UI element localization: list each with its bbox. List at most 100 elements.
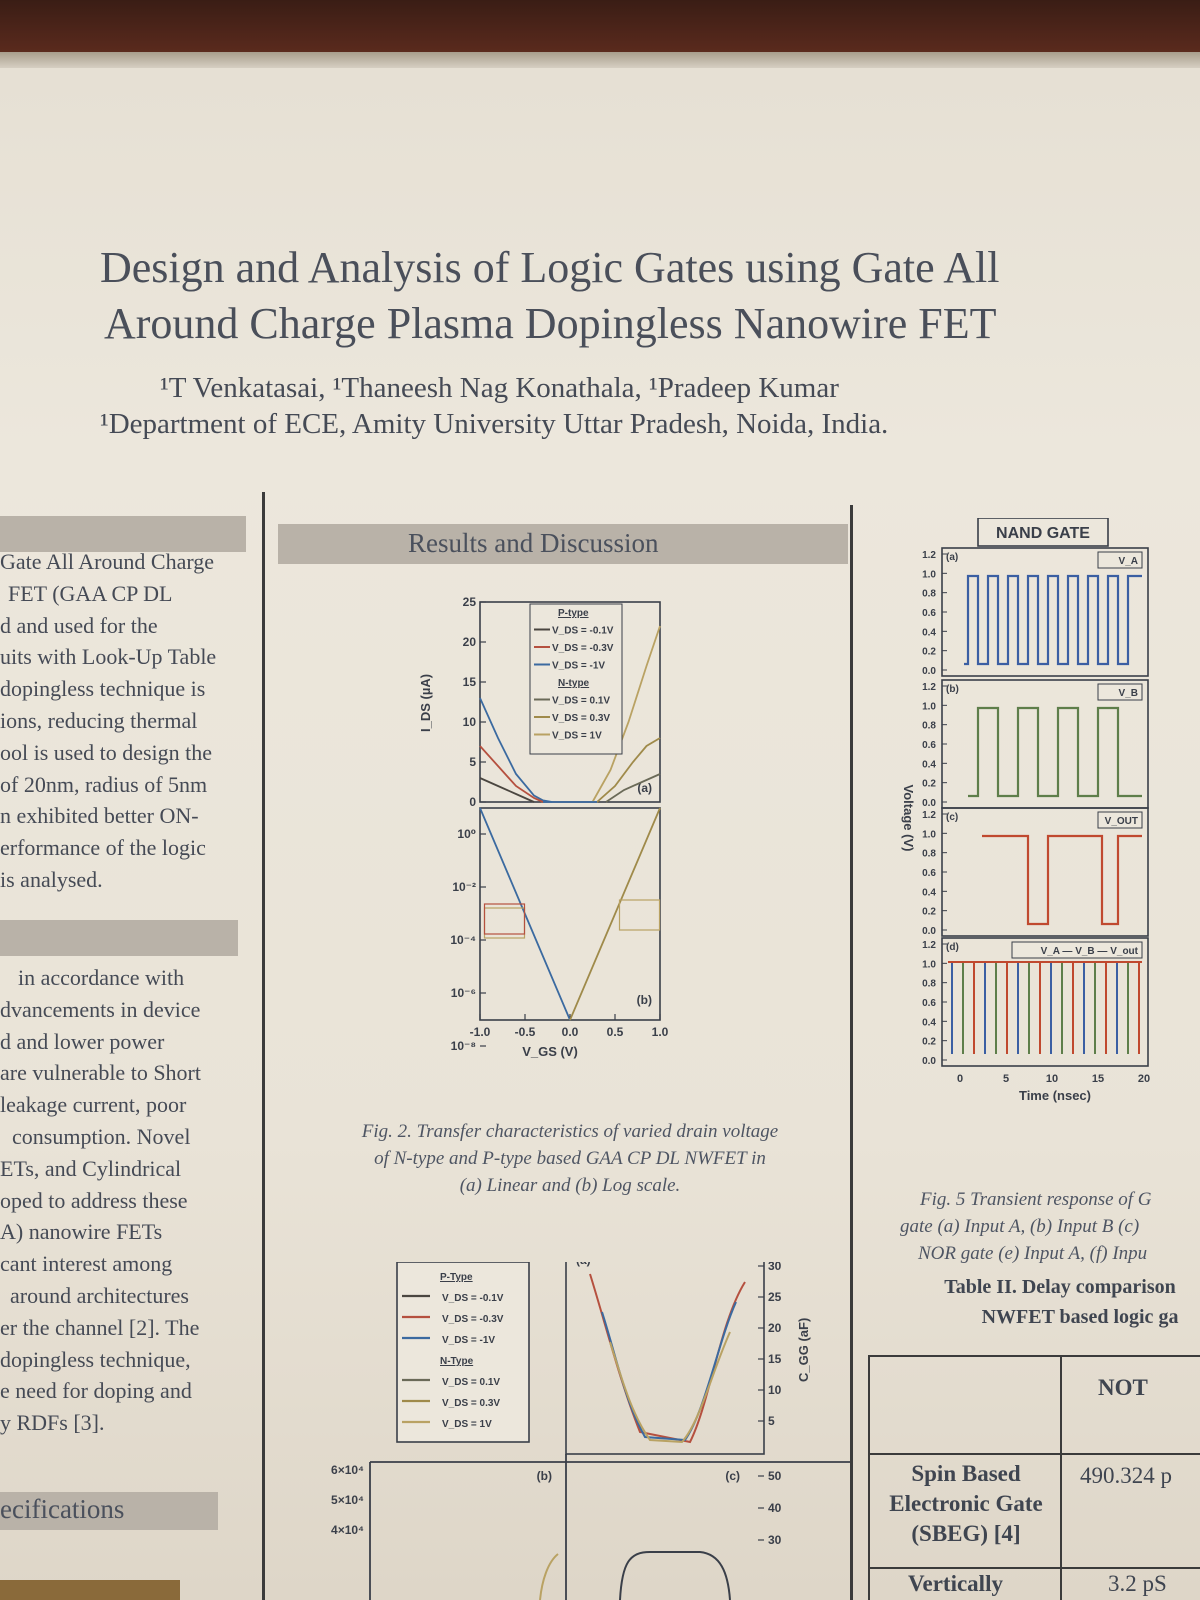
fig5-ytick-label: 0.4 xyxy=(922,887,936,898)
table-cell-line: (SBEG) [4] xyxy=(911,1521,1021,1546)
text-line: d and used for the xyxy=(0,612,158,638)
fig5-panel-label: (c) xyxy=(946,812,958,823)
frame-shadow xyxy=(0,52,1200,68)
caption-line: of N-type and P-type based GAA CP DL NWF… xyxy=(374,1148,766,1169)
fig2b-xtick-label: -1.0 xyxy=(470,1025,491,1039)
fig5-ytick-label: 0.6 xyxy=(922,998,936,1009)
fig2b-series-line xyxy=(569,807,661,1021)
fig2b-xtick-label: 0.5 xyxy=(607,1025,624,1039)
fig5-ytick-label: 0.0 xyxy=(922,1056,936,1067)
fig3-ytick-label: 30 xyxy=(768,1262,782,1273)
fig2a-ylabel: I_DS (µA) xyxy=(418,674,433,732)
fig5-legend-label: V_A — V_B — V_out xyxy=(1041,946,1139,957)
poster-paper xyxy=(0,68,1200,1600)
caption-line: Table II. Delay comparison xyxy=(944,1276,1176,1298)
text-line: uits with Look-Up Table xyxy=(0,644,217,670)
fig2a-ytick-label: 10 xyxy=(463,715,477,729)
fig3b-ytick-label: 6×10⁴ xyxy=(331,1463,364,1477)
text-line: ETs, and Cylindrical xyxy=(0,1155,182,1181)
text-line: oped to address these xyxy=(0,1187,188,1213)
text-line: in accordance with xyxy=(18,965,185,990)
fig2b-ytick-label: 10⁻⁴ xyxy=(450,933,476,947)
fig2b-ytick-label: 10⁻² xyxy=(452,880,476,894)
fig5-xtick-label: 10 xyxy=(1046,1073,1058,1085)
table-cell-line: Electronic Gate xyxy=(889,1491,1043,1516)
fig5-legend-box xyxy=(1011,941,1143,959)
fig2a-legend-label: V_DS = 0.1V xyxy=(552,696,610,707)
table-row-sbeg: Spin Based Electronic Gate (SBEG) [4] xyxy=(874,1459,1058,1549)
fig3-legend-label: V_DS = 0.1V xyxy=(442,1377,500,1388)
text-line: dvancements in device xyxy=(0,996,201,1022)
fig3b-panel-label: (b) xyxy=(537,1469,552,1483)
text-line: around architectures xyxy=(10,1282,189,1308)
fig2b-xtick-label: -0.5 xyxy=(515,1025,536,1039)
fig5-xtick-label: 20 xyxy=(1138,1073,1150,1085)
fig3-ytick-label: 20 xyxy=(768,1321,782,1335)
fig5-ytick-label: 0.8 xyxy=(922,979,936,990)
fig2a-series-line xyxy=(596,737,661,803)
fig5-ytick-label: 0.2 xyxy=(922,779,936,790)
fig3-ytick-label: 15 xyxy=(768,1352,782,1366)
caption-line: NOR gate (e) Input A, (f) Inpu xyxy=(918,1243,1148,1264)
text-line: n exhibited better ON- xyxy=(0,803,199,829)
table-cell-value: 3.2 pS xyxy=(1108,1571,1167,1596)
column-rule-left xyxy=(262,492,265,1600)
title-line-1: Design and Analysis of Logic Gates using… xyxy=(100,243,1000,292)
poster-frame xyxy=(0,0,1200,52)
fig2a-legend-label: V_DS = -0.1V xyxy=(552,626,614,637)
fig5-ytick-label: 0.4 xyxy=(922,759,936,770)
fig3a-curve xyxy=(589,1273,746,1444)
fig3-ytick-label: 5 xyxy=(768,1414,775,1428)
fig5-ytick-label: 0.6 xyxy=(922,868,936,879)
fig5-ytick-label: 0.4 xyxy=(922,627,936,638)
fig5-ytick-label: 0.6 xyxy=(922,608,936,619)
text-line: d and lower power xyxy=(0,1028,165,1054)
text-line: leakage current, poor xyxy=(0,1092,187,1118)
fig3c-panel-label: (c) xyxy=(725,1469,740,1483)
fig2a-legend-label: V_DS = 0.3V xyxy=(552,713,610,724)
text-line: ool is used to design the xyxy=(0,739,213,765)
fig3c-ytick-label: 40 xyxy=(768,1501,782,1515)
left-paragraph-1: Gate All Around Charge FET (GAA CP DL d … xyxy=(0,546,240,896)
fig5-ytick-label: 1.2 xyxy=(922,940,936,951)
fig5-ytick-label: 0.6 xyxy=(922,740,936,751)
table-row-line xyxy=(868,1453,1200,1455)
table-cell-line: Spin Based xyxy=(911,1461,1021,1486)
text-line: A) nanowire FETs xyxy=(0,1219,163,1245)
fig3-ylabel: C_GG (aF) xyxy=(796,1318,811,1382)
fig2-plot: 25 20 15 10 5 0 I_DS (µA) (a) P-type V_DS = -0.1V… xyxy=(410,590,710,1110)
fig5-waveform-b xyxy=(968,706,1142,798)
fig2-caption: Fig. 2. Transfer characteristics of vari… xyxy=(300,1118,840,1199)
fig5-legend-box xyxy=(1097,683,1143,701)
fig5-panel-label: (d) xyxy=(946,942,959,953)
fig5-ytick-label: 0.2 xyxy=(922,1037,936,1048)
text-line: ions, reducing thermal xyxy=(0,707,198,733)
fig2a-panel-label: (a) xyxy=(637,781,652,795)
fig5-ytick-label: 1.2 xyxy=(922,682,936,693)
fig2a-ytick-label: 0 xyxy=(469,795,476,809)
fig2b-panel-label: (b) xyxy=(637,993,652,1007)
fig2a-legend-label: V_DS = -1V xyxy=(552,661,605,672)
text-line: is analysed. xyxy=(0,866,103,892)
fig2b-ytick-label: 10⁻⁶ xyxy=(451,986,476,1000)
caption-line: NWFET based logic ga xyxy=(981,1306,1179,1328)
fig2a-ytick-label: 20 xyxy=(463,635,477,649)
fig3b-ytick-label: 4×10⁴ xyxy=(331,1523,364,1537)
fig3b-ytick-label: 5×10⁴ xyxy=(331,1493,364,1507)
fig5-legend-box xyxy=(1097,811,1143,829)
fig3-legend-label: V_DS = -1V xyxy=(442,1335,495,1346)
fig3a-frame xyxy=(565,1262,765,1455)
fig3-ytick-label: 25 xyxy=(768,1290,782,1304)
section-title: Results and Discussion xyxy=(408,528,659,558)
caption-line: Fig. 5 Transient response of G xyxy=(920,1189,1152,1210)
table2-caption: Table II. Delay comparison NWFET based l… xyxy=(920,1272,1200,1332)
fig3-legend-label: V_DS = -0.1V xyxy=(442,1293,504,1304)
fig2a-legend-label: V_DS = 1V xyxy=(552,731,602,742)
fig2b-xlabel: V_GS (V) xyxy=(522,1044,578,1059)
caption-line: (a) Linear and (b) Log scale. xyxy=(459,1175,681,1196)
fig2a-legend-label: P-type xyxy=(558,608,589,619)
fig5-xtick-label: 15 xyxy=(1092,1073,1104,1085)
fig5-ytick-label: 0.8 xyxy=(922,721,936,732)
fig5-ytick-label: 0.8 xyxy=(922,589,936,600)
fig2a-legend-label: V_DS = -0.3V xyxy=(552,643,614,654)
